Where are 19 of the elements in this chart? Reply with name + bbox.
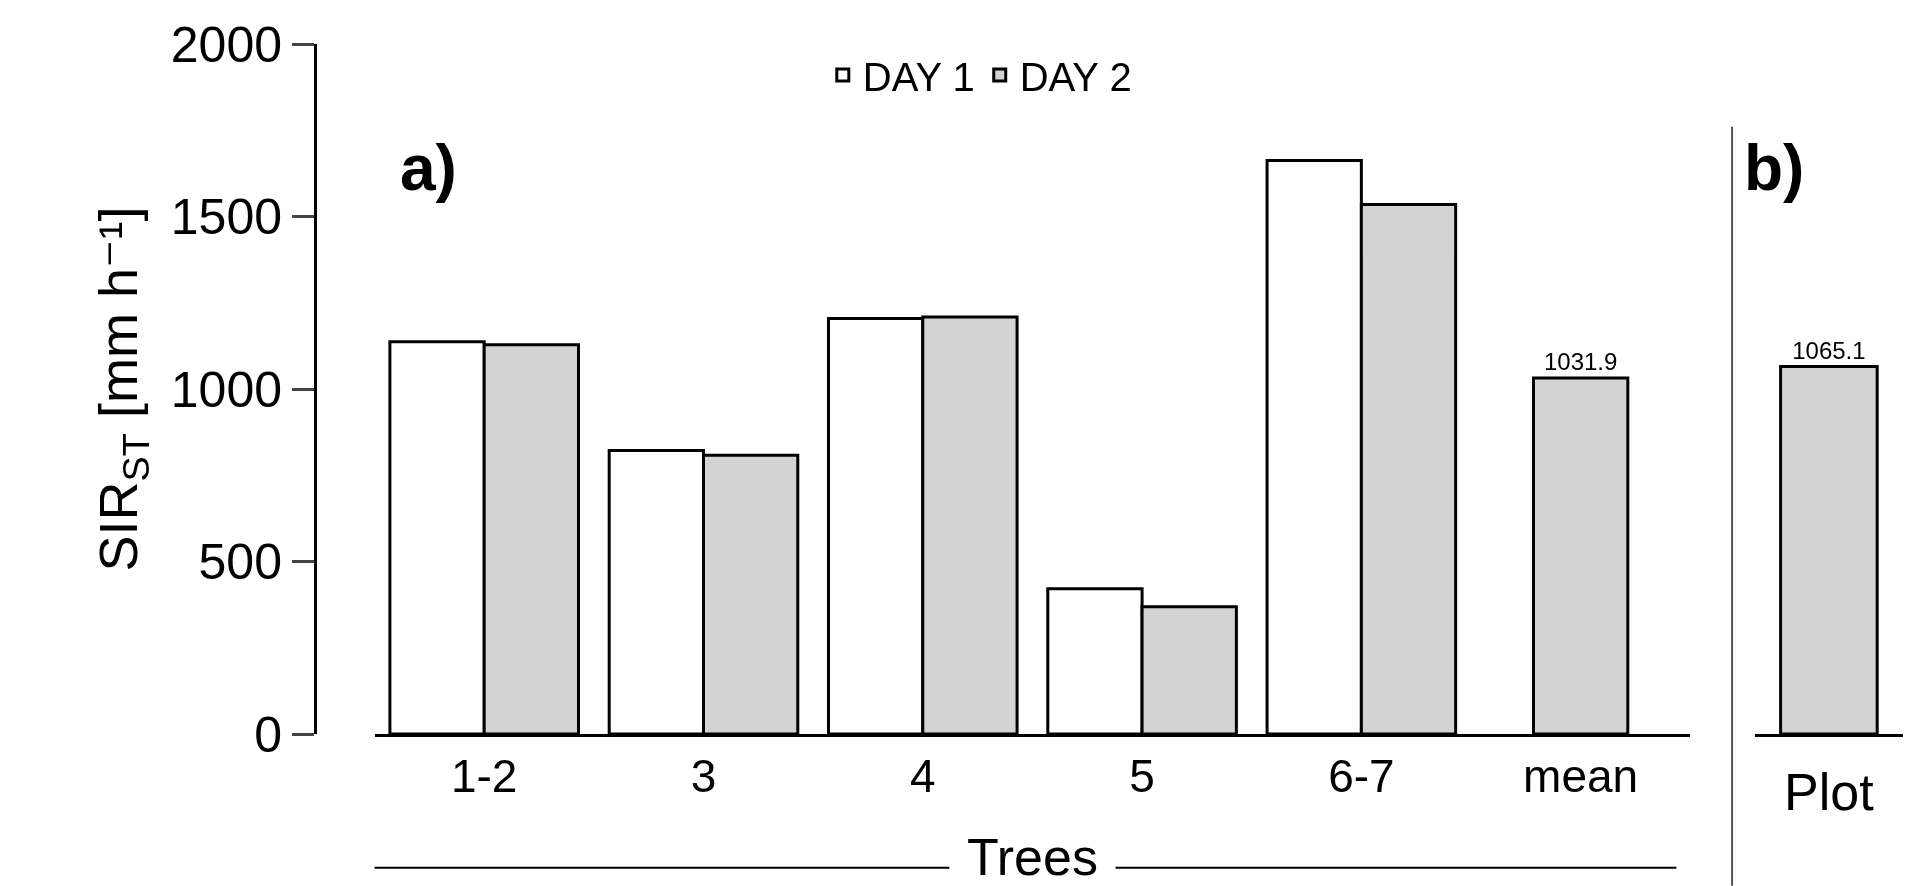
x-tick-label: 6-7 xyxy=(1328,750,1395,803)
data-label: 1065.1 xyxy=(1792,336,1866,364)
x-tick-label: 4 xyxy=(909,750,936,803)
legend-label: DAY 2 xyxy=(1019,54,1132,99)
x-tick-label: 1-2 xyxy=(450,750,518,803)
x-tick-label: mean xyxy=(1523,750,1639,803)
x-tick-label: 3 xyxy=(690,750,717,803)
y-tick-label: 0 xyxy=(254,706,282,763)
y-tick-label: 1500 xyxy=(170,189,282,245)
x-axis-title: Trees xyxy=(966,828,1098,886)
y-tick-label: 1000 xyxy=(170,361,282,418)
x-tick-label: 5 xyxy=(1129,750,1155,803)
x-axis-title: Plot xyxy=(1784,762,1875,821)
y-tick-label: 500 xyxy=(198,534,282,590)
legend-label: DAY 1 xyxy=(862,54,975,99)
annotation: a) xyxy=(400,132,457,204)
data-label: 1031.9 xyxy=(1543,347,1618,375)
annotation: b) xyxy=(1744,132,1805,204)
y-tick-label: 2000 xyxy=(170,16,282,73)
